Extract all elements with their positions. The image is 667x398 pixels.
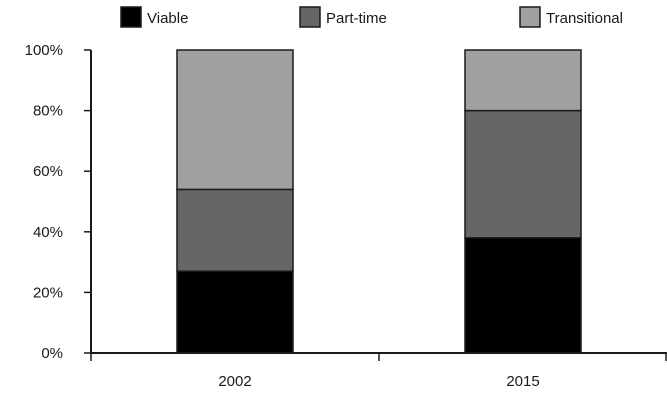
y-tick-label: 40% (33, 224, 63, 241)
bar-viable-2002 (176, 270, 294, 354)
bars (176, 49, 582, 354)
y-tick-label: 0% (41, 345, 63, 362)
x-axis: 2002 2015 (90, 352, 667, 390)
bar-part-time-2015 (464, 109, 582, 239)
y-tick-label: 100% (25, 42, 63, 59)
legend-label-viable: Viable (147, 10, 188, 27)
y-axis: 0% 20% 40% 60% 80% 100% (25, 42, 92, 362)
bar-viable-2015 (464, 237, 582, 354)
legend: Viable Part-time Transitional (120, 6, 623, 28)
legend-swatch-viable (120, 6, 142, 28)
legend-swatch-part-time (299, 6, 321, 28)
legend-label-part-time: Part-time (326, 10, 387, 27)
bar-transitional-2002 (176, 49, 294, 191)
y-tick-label: 80% (33, 103, 63, 120)
x-tick-label: 2015 (506, 373, 539, 390)
y-tick-label: 20% (33, 284, 63, 301)
bar-transitional-2015 (464, 49, 582, 112)
y-tick-label: 60% (33, 163, 63, 180)
legend-swatch-transitional (519, 6, 541, 28)
legend-label-transitional: Transitional (546, 10, 623, 27)
x-tick-label: 2002 (218, 373, 251, 390)
bar-part-time-2002 (176, 188, 294, 272)
